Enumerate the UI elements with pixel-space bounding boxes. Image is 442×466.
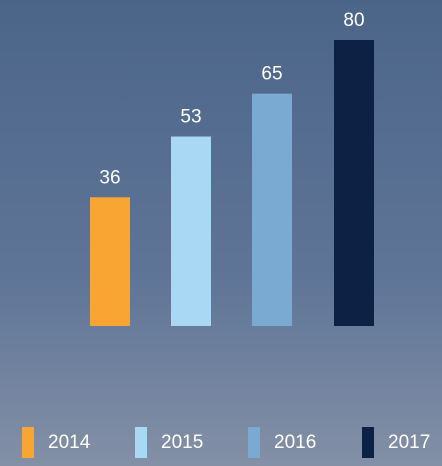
legend-swatch (135, 427, 147, 458)
legend-swatch (362, 427, 374, 458)
data-label: 80 (343, 10, 364, 31)
legend-label: 2016 (274, 432, 316, 453)
bar (252, 93, 292, 326)
bar (90, 197, 130, 326)
bar (171, 136, 211, 326)
bar (334, 40, 374, 326)
legend-swatch (248, 427, 260, 458)
legend-label: 2017 (388, 432, 430, 453)
legend-swatch (22, 427, 34, 458)
data-label: 53 (180, 107, 201, 128)
data-label: 65 (261, 64, 282, 85)
legend-label: 2014 (48, 432, 91, 453)
data-label: 36 (99, 167, 120, 188)
legend-label: 2015 (161, 432, 203, 453)
